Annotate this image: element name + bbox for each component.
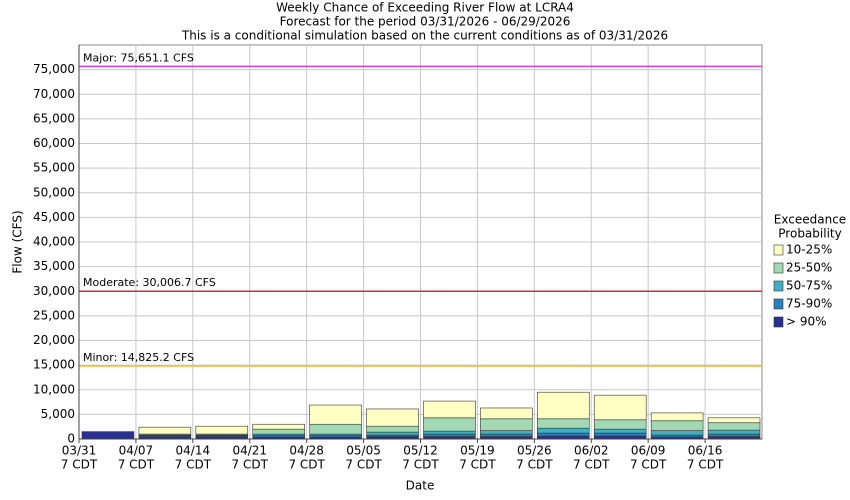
bar-segment <box>366 431 419 436</box>
x-tick-label: 06/09 <box>631 444 666 458</box>
x-tick-label: 06/02 <box>574 444 609 458</box>
bar-segment <box>423 417 476 432</box>
y-tick-label: 20,000 <box>33 333 75 347</box>
x-tick-label: 03/31 <box>62 444 97 458</box>
x-tick-label: 7 CDT <box>345 458 382 472</box>
bar-segment <box>480 407 533 420</box>
y-tick-label: 35,000 <box>33 259 75 273</box>
y-tick-label: 65,000 <box>33 111 75 125</box>
threshold-label: Major: 75,651.1 CFS <box>83 51 194 64</box>
x-tick-label: 7 CDT <box>516 458 553 472</box>
chart-subtitle: Forecast for the period 03/31/2026 - 06/… <box>280 15 571 29</box>
bar-segment <box>593 428 647 434</box>
bar-segment <box>650 412 704 422</box>
bar-segment <box>537 432 590 437</box>
bar-segment <box>480 433 533 437</box>
bar-segment <box>309 423 362 435</box>
bar-segment <box>252 423 305 430</box>
x-tick-label: 7 CDT <box>687 458 724 472</box>
bar-segment <box>366 408 419 427</box>
bar-segment <box>593 419 647 430</box>
bar-segment <box>593 432 647 437</box>
y-tick-label: 45,000 <box>33 210 75 224</box>
legend-label: 50-75% <box>786 279 832 293</box>
legend-label: 25-50% <box>786 261 832 275</box>
bar-segment <box>423 430 476 435</box>
bar-segment <box>195 425 249 435</box>
y-tick-label: 5,000 <box>41 407 75 421</box>
y-tick-label: 60,000 <box>33 136 75 150</box>
y-tick-label: 10,000 <box>33 382 75 396</box>
y-tick-label: 40,000 <box>33 235 75 249</box>
y-axis-label: Flow (CFS) <box>11 210 25 273</box>
bar-segment <box>707 433 761 437</box>
y-tick-label: 55,000 <box>33 161 75 175</box>
x-tick-label: 05/26 <box>517 444 552 458</box>
x-tick-label: 04/21 <box>232 444 267 458</box>
bar-segment <box>650 430 704 436</box>
x-tick-label: 7 CDT <box>459 458 496 472</box>
legend-swatch <box>773 280 784 292</box>
legend-label: > 90% <box>786 315 827 329</box>
y-tick-label: 15,000 <box>33 358 75 372</box>
bar-segment <box>423 433 476 437</box>
x-tick-label: 7 CDT <box>402 458 439 472</box>
legend-title: Exceedance <box>774 213 846 227</box>
x-tick-label: 7 CDT <box>232 458 269 472</box>
x-tick-label: 7 CDT <box>61 458 98 472</box>
legend-swatch <box>773 316 784 328</box>
bar-segment <box>707 429 761 435</box>
legend-swatch <box>773 244 784 256</box>
x-axis-label: Date <box>406 479 435 493</box>
bar-segment <box>480 418 533 431</box>
bar-segment <box>593 394 647 421</box>
bar-segment <box>537 427 590 434</box>
x-tick-label: 04/07 <box>119 444 154 458</box>
y-tick-label: 50,000 <box>33 185 75 199</box>
y-tick-label: 0 <box>67 432 75 446</box>
bar-segment <box>138 426 192 435</box>
legend-swatch <box>773 262 784 274</box>
x-tick-label: 04/14 <box>176 444 211 458</box>
threshold-label: Minor: 14,825.2 CFS <box>83 351 194 364</box>
x-tick-label: 7 CDT <box>630 458 667 472</box>
x-tick-label: 7 CDT <box>573 458 610 472</box>
x-tick-label: 7 CDT <box>175 458 212 472</box>
x-tick-label: 7 CDT <box>118 458 155 472</box>
bar-segment <box>537 391 590 420</box>
x-tick-label: 7 CDT <box>288 458 325 472</box>
x-tick-label: 05/05 <box>346 444 381 458</box>
bar-segment <box>707 417 761 424</box>
x-tick-label: 04/28 <box>289 444 324 458</box>
y-tick-label: 30,000 <box>33 284 75 298</box>
threshold-label: Moderate: 30,006.7 CFS <box>83 276 216 289</box>
bar-segment <box>81 431 135 440</box>
bar-segment <box>252 428 305 435</box>
y-tick-label: 75,000 <box>33 62 75 76</box>
bar-segment <box>707 422 761 431</box>
y-tick-label: 70,000 <box>33 87 75 101</box>
legend-label: 75-90% <box>786 297 832 311</box>
bar-segment <box>366 425 419 433</box>
legend-title: Probability <box>778 227 841 241</box>
x-tick-label: 05/19 <box>460 444 495 458</box>
bar-segment <box>423 400 476 419</box>
bar-segment <box>309 404 362 425</box>
bar-segment <box>480 430 533 435</box>
bar-segment <box>650 420 704 431</box>
legend-label: 10-25% <box>786 243 832 257</box>
chart-title: Weekly Chance of Exceeding River Flow at… <box>276 1 574 15</box>
y-tick-label: 25,000 <box>33 308 75 322</box>
bar-segment <box>537 418 590 429</box>
x-tick-label: 06/16 <box>688 444 723 458</box>
x-tick-label: 05/12 <box>403 444 438 458</box>
chart-description: This is a conditional simulation based o… <box>181 29 668 43</box>
legend-swatch <box>773 298 784 310</box>
